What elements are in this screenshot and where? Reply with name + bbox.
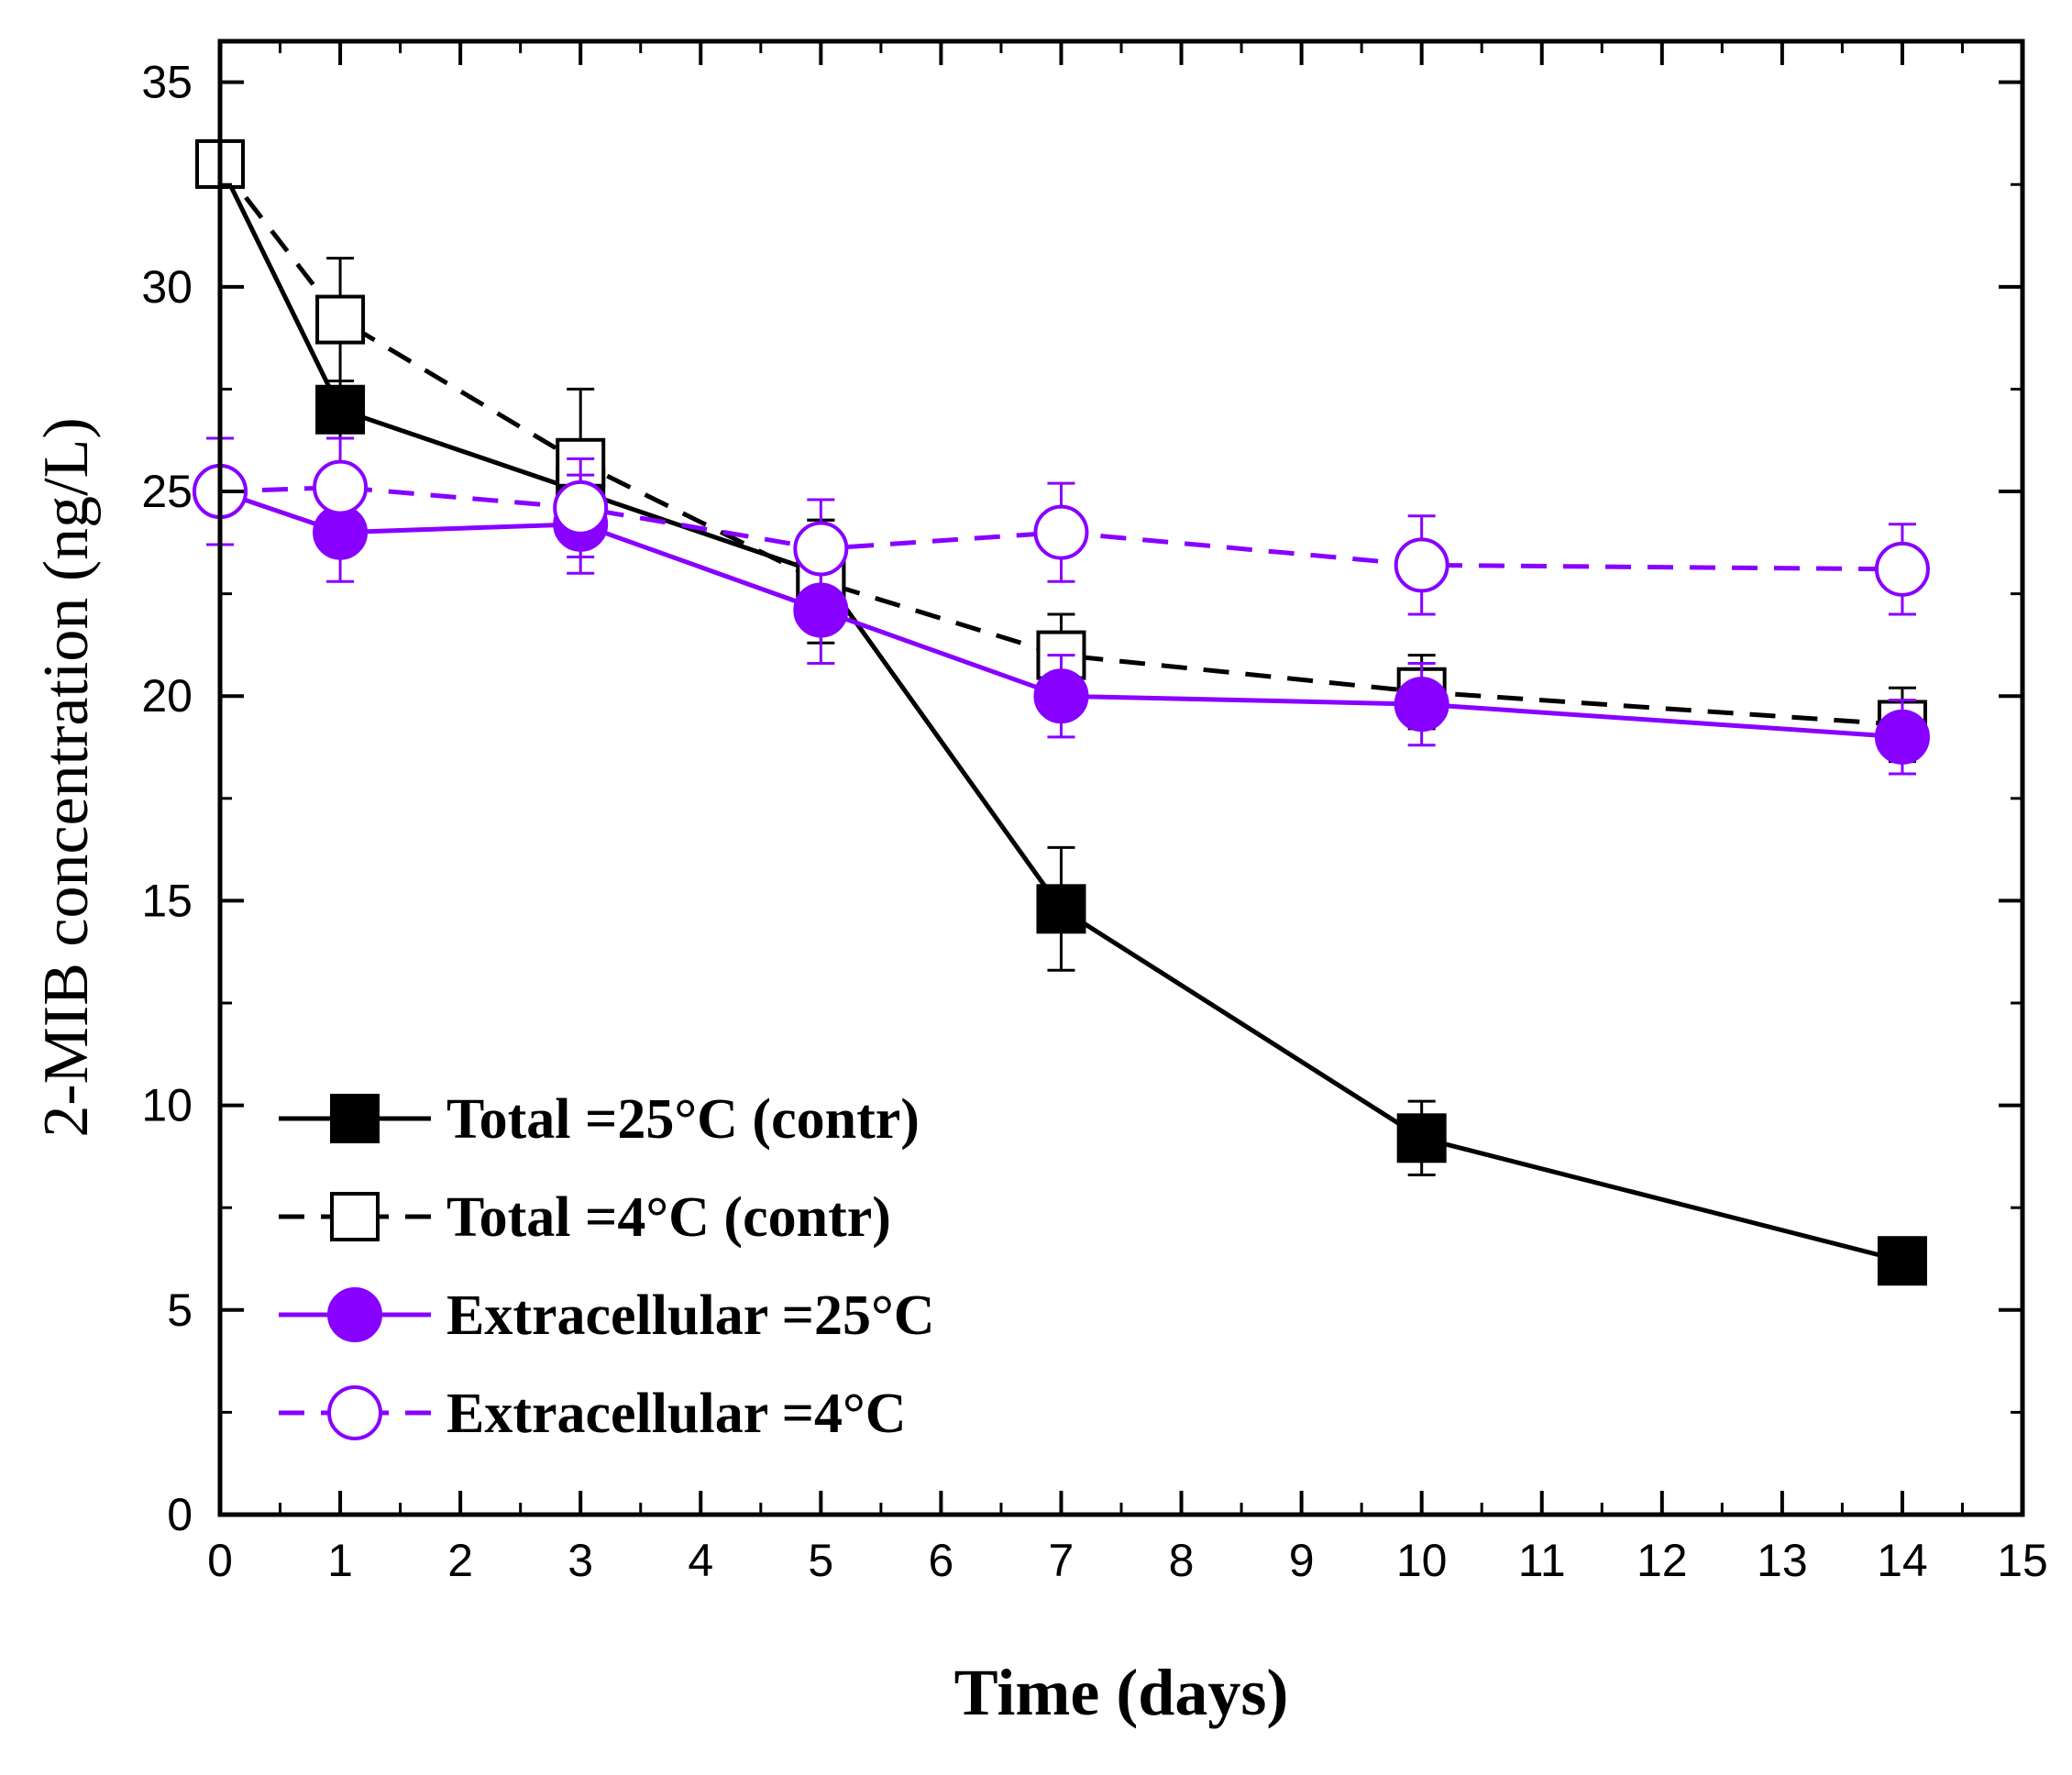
x-tick-label: 3 bbox=[568, 1535, 593, 1586]
x-tick-label: 2 bbox=[447, 1535, 473, 1586]
legend-label: Total =25°C (contr) bbox=[446, 1088, 920, 1151]
data-point-square bbox=[315, 384, 366, 435]
y-tick-label: 25 bbox=[141, 466, 193, 517]
data-point-circle bbox=[793, 521, 849, 577]
y-tick-label: 5 bbox=[167, 1284, 193, 1336]
y-tick-label: 20 bbox=[141, 670, 193, 722]
x-tick-label: 14 bbox=[1877, 1535, 1928, 1586]
legend-label: Total =4°C (contr) bbox=[446, 1186, 891, 1249]
data-point-circle bbox=[327, 1287, 382, 1342]
x-tick-label: 12 bbox=[1637, 1535, 1688, 1586]
x-tick-label: 13 bbox=[1757, 1535, 1808, 1586]
data-point-square bbox=[330, 1192, 380, 1241]
data-point-circle bbox=[553, 480, 609, 535]
x-tick-label: 9 bbox=[1289, 1535, 1315, 1586]
y-tick-label: 10 bbox=[141, 1080, 193, 1131]
x-tick-label: 0 bbox=[207, 1535, 233, 1586]
data-point-circle bbox=[1033, 668, 1089, 724]
data-point-circle bbox=[313, 459, 369, 515]
x-axis-title: Time (days) bbox=[954, 1656, 1289, 1729]
data-point-circle bbox=[1874, 709, 1930, 765]
y-tick-label: 30 bbox=[141, 261, 193, 313]
x-tick-label: 5 bbox=[808, 1535, 833, 1586]
legend-label: Extracellular =4°C bbox=[446, 1383, 907, 1445]
x-tick-label: 7 bbox=[1049, 1535, 1075, 1586]
data-point-circle bbox=[1033, 504, 1089, 560]
x-tick-label: 8 bbox=[1169, 1535, 1195, 1586]
x-tick-label: 4 bbox=[688, 1535, 713, 1586]
data-point-circle bbox=[1394, 677, 1449, 733]
data-point-square bbox=[1396, 1113, 1447, 1163]
x-tick-label: 1 bbox=[327, 1535, 353, 1586]
data-point-square bbox=[315, 294, 366, 345]
x-tick-label: 11 bbox=[1518, 1535, 1566, 1586]
data-point-square bbox=[1036, 884, 1086, 934]
data-point-square bbox=[330, 1094, 380, 1143]
x-tick-label: 15 bbox=[1997, 1535, 2048, 1586]
data-point-circle bbox=[1394, 537, 1449, 593]
y-tick-label: 35 bbox=[141, 57, 193, 108]
legend-label: Extracellular =25°C bbox=[446, 1284, 935, 1347]
data-point-circle bbox=[1874, 541, 1930, 597]
y-axis-title: 2-MIB concentration (ng/L) bbox=[31, 417, 102, 1137]
x-tick-label: 10 bbox=[1396, 1535, 1448, 1586]
data-point-circle bbox=[327, 1385, 382, 1440]
y-tick-label: 0 bbox=[167, 1489, 193, 1540]
x-tick-label: 6 bbox=[928, 1535, 953, 1586]
data-point-square bbox=[1877, 1236, 1927, 1286]
legend: Total =25°C (contr) Total =4°C (contr) Ext… bbox=[279, 1088, 935, 1445]
y-tick-label: 15 bbox=[141, 875, 193, 926]
